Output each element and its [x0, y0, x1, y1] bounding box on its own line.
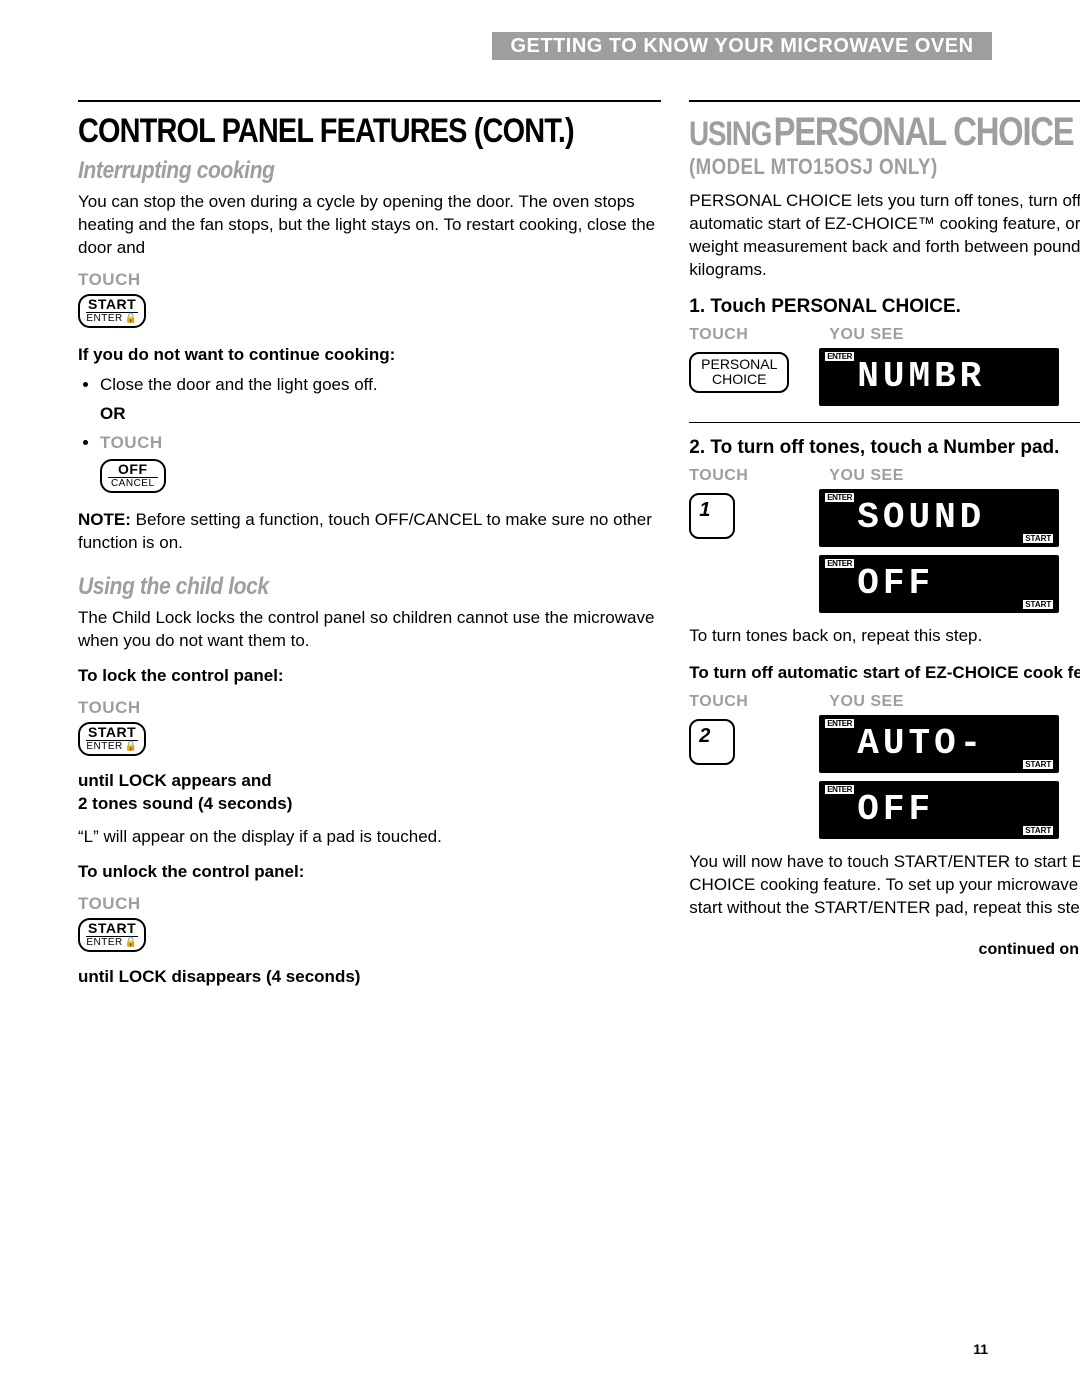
display-text: NUMBR [857, 356, 985, 397]
header-bar: GETTING TO KNOW YOUR MICROWAVE OVEN [492, 32, 992, 60]
sec1-p2: If you do not want to continue cooking: [78, 344, 661, 367]
number-2-button: 2 [689, 719, 735, 765]
enter-tag: ENTER [825, 493, 854, 502]
start-enter-button: START ENTER🔒 [78, 294, 146, 328]
off-cancel-button: OFF CANCEL [100, 459, 166, 493]
sec2-p5: To unlock the control panel: [78, 861, 661, 884]
display-text: AUTO- [857, 723, 985, 764]
right-sub: (MODEL MTO15OSJ ONLY) [689, 154, 1080, 180]
start-enter-button: START ENTER🔒 [78, 722, 146, 756]
sec2-p2: To lock the control panel: [78, 665, 661, 688]
start-tag: START [1023, 826, 1053, 835]
touch-label: TOUCH [78, 698, 661, 718]
touch-label: TOUCH [689, 326, 789, 344]
step3-p: You will now have to touch START/ENTER t… [689, 851, 1080, 920]
start-tag: START [1023, 600, 1053, 609]
lcd-display: ENTER START AUTO- [819, 715, 1059, 773]
lcd-display: ENTER START SOUND [819, 489, 1059, 547]
touch-label: TOUCH [689, 467, 789, 485]
sec1-list2: TOUCH [78, 431, 661, 455]
rule [689, 422, 1080, 423]
sec1-p1: You can stop the oven during a cycle by … [78, 191, 661, 260]
start-tag: START [1023, 534, 1053, 543]
sec2-p4: “L” will appear on the display if a pad … [78, 826, 661, 849]
right-intro: PERSONAL CHOICE lets you turn off tones,… [689, 190, 1080, 282]
page-number: 11 [973, 1341, 988, 1357]
step1-h: 1. Touch PERSONAL CHOICE. [689, 296, 1080, 318]
step2-p: To turn tones back on, repeat this step. [689, 625, 1080, 648]
start-enter-button: START ENTER🔒 [78, 918, 146, 952]
display-stack: ENTER START SOUND ENTER START OFF [819, 489, 1059, 613]
btn-top: START [86, 725, 138, 741]
display-text: SOUND [857, 497, 985, 538]
lcd-display: ENTER NUMBR [819, 348, 1059, 406]
sec-childlock-h: Using the child lock [78, 573, 591, 601]
enter-tag: ENTER [825, 352, 854, 361]
or-label: OR [100, 403, 661, 426]
btn-bot: ENTER🔒 [86, 314, 138, 324]
sec2-p3a: until LOCK appears and [78, 770, 661, 793]
right-title: USING PERSONAL CHOICE [689, 112, 1073, 152]
list-item: TOUCH [100, 431, 661, 455]
btn-bot: ENTER🔒 [86, 938, 138, 948]
display-stack: ENTER START AUTO- ENTER START OFF [819, 715, 1059, 839]
personal-choice-button: PERSONALCHOICE [689, 352, 789, 393]
step3-hdr: To turn off automatic start of EZ-CHOICE… [689, 662, 1080, 685]
touch-label: TOUCH [689, 693, 789, 711]
sec2-p3b: 2 tones sound (4 seconds) [78, 793, 661, 816]
display-text: OFF [857, 789, 934, 830]
yousee-label: YOU SEE [829, 467, 904, 485]
yousee-label: YOU SEE [829, 326, 904, 344]
btn-top: START [86, 297, 138, 313]
sec1-list: Close the door and the light goes off. [78, 373, 661, 397]
right-column: USING PERSONAL CHOICE (MODEL MTO15OSJ ON… [689, 100, 1080, 989]
lock-icon: 🔒 [125, 313, 138, 324]
enter-tag: ENTER [825, 719, 854, 728]
sec1-note: NOTE: NOTE: Before setting a function, t… [78, 509, 661, 555]
btn-bot: CANCEL [108, 479, 158, 489]
btn-top: OFF [108, 462, 158, 478]
enter-tag: ENTER [825, 559, 854, 568]
sec2-p1: The Child Lock locks the control panel s… [78, 607, 661, 653]
sec2-p6: until LOCK disappears (4 seconds) [78, 966, 661, 989]
content-columns: CONTROL PANEL FEATURES (CONT.) Interrupt… [78, 100, 992, 989]
left-title: CONTROL PANEL FEATURES (CONT.) [78, 112, 574, 151]
lock-icon: 🔒 [125, 741, 138, 752]
lock-icon: 🔒 [125, 937, 138, 948]
touch-label: TOUCH [78, 894, 661, 914]
enter-tag: ENTER [825, 785, 854, 794]
step1-labels: TOUCH YOU SEE [689, 326, 1080, 344]
yousee-label: YOU SEE [829, 693, 904, 711]
btn-top: START [86, 921, 138, 937]
display-text: OFF [857, 563, 934, 604]
lcd-display: ENTER START OFF [819, 781, 1059, 839]
touch-label: TOUCH [100, 433, 163, 452]
btn-bot: ENTER🔒 [86, 742, 138, 752]
lcd-display: ENTER START OFF [819, 555, 1059, 613]
start-tag: START [1023, 760, 1053, 769]
sec-interrupting-h: Interrupting cooking [78, 157, 591, 185]
continued-label: continued on next page [689, 941, 1080, 959]
touch-label: TOUCH [78, 270, 661, 290]
step2-h: 2. To turn off tones, touch a Number pad… [689, 437, 1080, 459]
step3-labels: TOUCH YOU SEE [689, 693, 1080, 711]
left-column: CONTROL PANEL FEATURES (CONT.) Interrupt… [78, 100, 661, 989]
step2-labels: TOUCH YOU SEE [689, 467, 1080, 485]
list-item: Close the door and the light goes off. [100, 373, 661, 397]
number-1-button: 1 [689, 493, 735, 539]
